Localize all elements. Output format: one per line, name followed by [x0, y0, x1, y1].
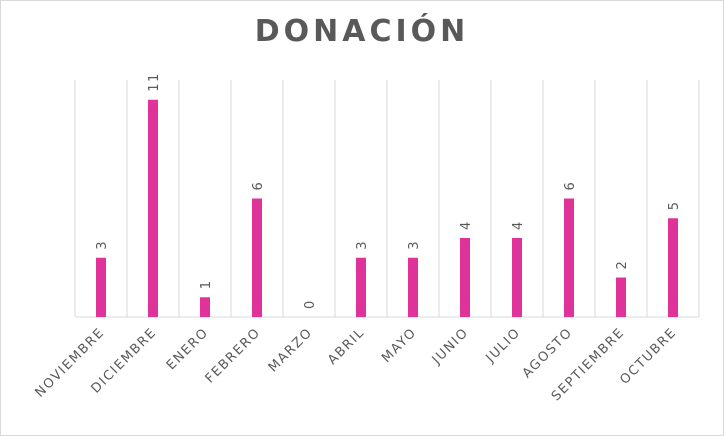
grid-lines [74, 80, 700, 318]
data-label: 11 [147, 72, 162, 92]
data-label: 3 [355, 240, 370, 250]
bar-julio [512, 238, 522, 317]
tick-label: AGOSTO [520, 325, 576, 381]
data-label: 6 [251, 181, 266, 191]
data-label: 4 [459, 220, 474, 230]
bar-septiembre [616, 277, 626, 317]
data-label: 3 [407, 240, 422, 250]
tick-label: MAYO [379, 325, 420, 366]
bar-mayo [408, 257, 418, 317]
data-label: 4 [511, 220, 526, 230]
data-label: 2 [615, 260, 630, 270]
bar-noviembre [96, 257, 106, 317]
tick-label: JUNIO [429, 325, 472, 368]
bar-febrero [252, 198, 262, 317]
data-label: 3 [95, 240, 110, 250]
data-label: 5 [667, 200, 682, 210]
bar-enero [200, 297, 210, 317]
tick-label: JULIO [483, 325, 524, 366]
data-label: 1 [199, 279, 214, 289]
tick-label: ABRIL [325, 325, 368, 368]
tick-label: MARZO [266, 325, 316, 375]
bar-octubre [668, 218, 678, 317]
bar-junio [460, 238, 470, 317]
bar-diciembre [148, 99, 158, 317]
bar-agosto [564, 198, 574, 317]
bars [96, 99, 678, 317]
data-label: 0 [303, 299, 318, 309]
tick-label: FEBRERO [203, 325, 264, 386]
tick-label: OCTUBRE [617, 325, 680, 388]
tick-label: ENERO [164, 325, 212, 373]
bar-abril [356, 257, 366, 317]
chart-title: DONACIÓN [254, 14, 470, 49]
data-label: 6 [563, 181, 578, 191]
